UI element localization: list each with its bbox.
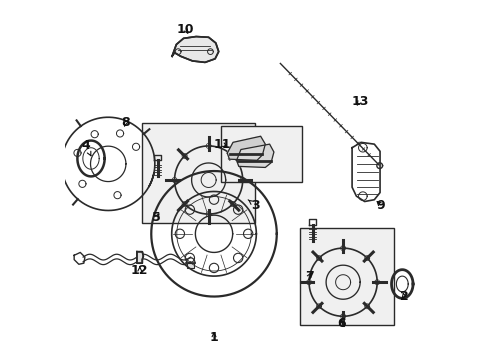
Text: 12: 12	[131, 264, 148, 277]
Text: 7: 7	[304, 270, 313, 283]
Polygon shape	[137, 252, 143, 263]
Text: 8: 8	[121, 116, 129, 129]
Text: 4: 4	[81, 139, 91, 156]
Text: 13: 13	[350, 95, 368, 108]
Text: 1: 1	[209, 330, 218, 343]
Text: 10: 10	[176, 23, 194, 36]
Bar	[300, 228, 394, 325]
Bar	[187, 263, 194, 267]
Text: 3: 3	[247, 199, 259, 212]
Polygon shape	[227, 136, 265, 160]
Polygon shape	[172, 37, 218, 62]
Bar	[221, 126, 301, 182]
Text: 6: 6	[336, 317, 345, 330]
Text: 2: 2	[399, 290, 407, 303]
Polygon shape	[236, 144, 273, 167]
Text: 11: 11	[213, 138, 230, 150]
Bar	[142, 123, 255, 223]
Text: 5: 5	[152, 211, 161, 224]
Text: 9: 9	[376, 199, 384, 212]
